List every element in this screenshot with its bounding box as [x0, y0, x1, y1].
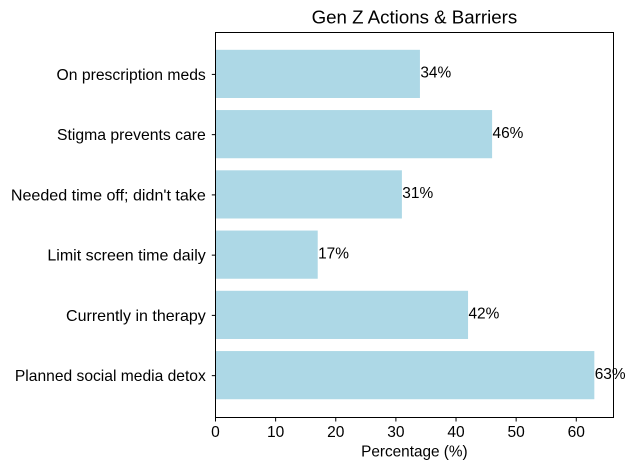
svg-text:Currently in therapy: Currently in therapy: [66, 307, 206, 325]
svg-text:Limit screen time daily: Limit screen time daily: [47, 247, 205, 265]
svg-text:40: 40: [447, 424, 465, 441]
svg-text:Planned social media detox: Planned social media detox: [15, 368, 206, 385]
svg-text:Stigma prevents care: Stigma prevents care: [57, 127, 206, 144]
svg-text:60: 60: [568, 424, 586, 441]
svg-text:34%: 34%: [420, 65, 451, 82]
svg-text:46%: 46%: [493, 125, 524, 142]
svg-text:17%: 17%: [318, 245, 349, 262]
svg-text:Percentage (%): Percentage (%): [361, 444, 468, 461]
svg-text:50: 50: [508, 424, 526, 441]
svg-text:0: 0: [211, 424, 220, 441]
svg-text:On prescription meds: On prescription meds: [57, 67, 206, 84]
svg-text:63%: 63%: [595, 366, 626, 383]
svg-text:20: 20: [327, 424, 345, 441]
svg-text:Needed time off; didn't take: Needed time off; didn't take: [11, 186, 206, 204]
svg-text:Gen Z Actions & Barriers: Gen Z Actions & Barriers: [312, 7, 518, 28]
svg-text:30: 30: [387, 424, 405, 441]
svg-text:42%: 42%: [468, 306, 499, 323]
svg-text:31%: 31%: [402, 185, 433, 202]
svg-text:10: 10: [267, 424, 285, 441]
